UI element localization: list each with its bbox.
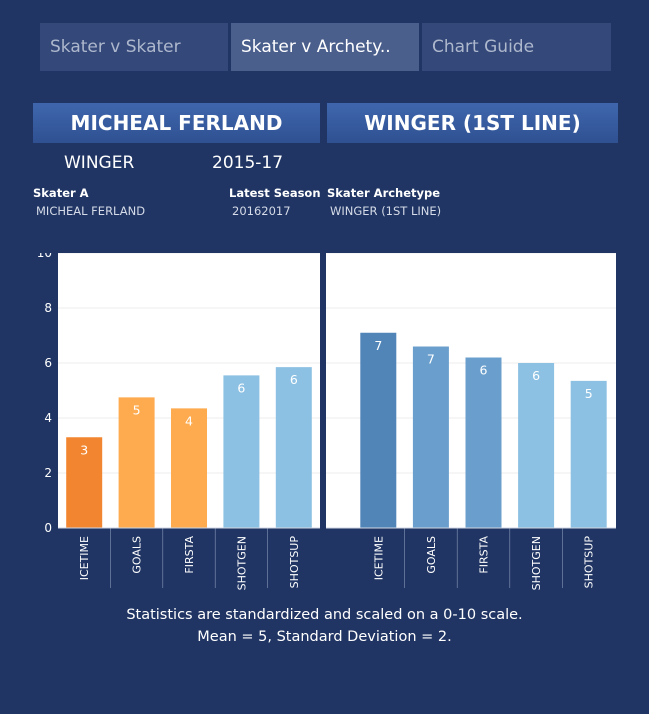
skater-bar-chart: 0 2 4 6 8 10 3 ICETIME 5 GOALS 4 FIRSTA 6 SHOTGEN 6 SHO… — [37, 253, 320, 590]
bar-goals — [412, 346, 449, 528]
y-tick-label: 4 — [44, 411, 52, 425]
tab-skater-v-skater[interactable]: Skater v Skater — [40, 23, 228, 71]
y-tick-label: 2 — [44, 466, 52, 480]
y-tick-label: 8 — [44, 301, 52, 315]
skater-archetype-label: Skater Archetype — [327, 186, 441, 200]
skater-name-banner: MICHEAL FERLAND — [33, 103, 320, 143]
bar-value-label: 6 — [532, 368, 540, 383]
y-tick-label: 6 — [44, 356, 52, 370]
bar-value-label: 6 — [480, 363, 488, 378]
position-label: WINGER — [64, 153, 135, 173]
bar-shotgen — [518, 363, 555, 528]
bar-icetime — [66, 437, 103, 528]
bar-shotsup — [570, 380, 607, 528]
footnote-line-2: Mean = 5, Standard Deviation = 2. — [197, 629, 452, 645]
bar-shotgen — [223, 375, 260, 528]
tab-skater-v-archetype[interactable]: Skater v Archety.. — [231, 23, 419, 71]
bar-firsta — [171, 408, 207, 528]
y-tick-label: 0 — [44, 521, 52, 535]
x-tick-label: SHOTSUP — [583, 536, 596, 589]
x-tick-label: FIRSTA — [183, 536, 196, 574]
bar-goals — [118, 397, 155, 528]
x-tick-label: SHOTGEN — [530, 536, 543, 590]
x-tick-label: GOALS — [425, 536, 438, 574]
footnote-line-1: Statistics are standardized and scaled o… — [126, 607, 523, 623]
bar-value-label: 6 — [237, 380, 245, 395]
archetype-banner: WINGER (1ST LINE) — [327, 103, 618, 143]
bar-value-label: 7 — [374, 338, 382, 353]
latest-season-value: 20162017 — [232, 204, 291, 218]
x-tick-label: FIRSTA — [478, 536, 491, 574]
bar-value-label: 5 — [133, 402, 141, 417]
bar-value-label: 6 — [290, 372, 298, 387]
x-tick-label: ICETIME — [78, 536, 91, 580]
skater-a-label: Skater A — [33, 186, 89, 200]
bar-icetime — [360, 332, 397, 528]
y-tick-label: 10 — [37, 253, 52, 260]
skater-archetype-value: WINGER (1ST LINE) — [330, 204, 442, 218]
skater-a-value: MICHEAL FERLAND — [36, 204, 146, 218]
archetype-bar-chart: 02468107ICETIME7GOALS6FIRSTA6SHOTGEN5SHO… — [326, 253, 616, 590]
bar-shotsup — [275, 367, 312, 528]
tab-chart-guide[interactable]: Chart Guide — [422, 23, 611, 71]
season-range-label: 2015-17 — [212, 153, 284, 173]
x-tick-label: SHOTSUP — [288, 536, 301, 589]
bar-value-label: 5 — [585, 386, 593, 401]
x-tick-label: SHOTGEN — [235, 536, 248, 590]
bar-firsta — [465, 357, 502, 528]
bar-value-label: 3 — [80, 442, 88, 457]
bar-value-label: 7 — [427, 352, 435, 367]
latest-season-label: Latest Season — [229, 186, 321, 200]
bar-value-label: 4 — [185, 413, 193, 428]
x-tick-label: GOALS — [131, 536, 144, 574]
x-tick-label: ICETIME — [372, 536, 385, 580]
